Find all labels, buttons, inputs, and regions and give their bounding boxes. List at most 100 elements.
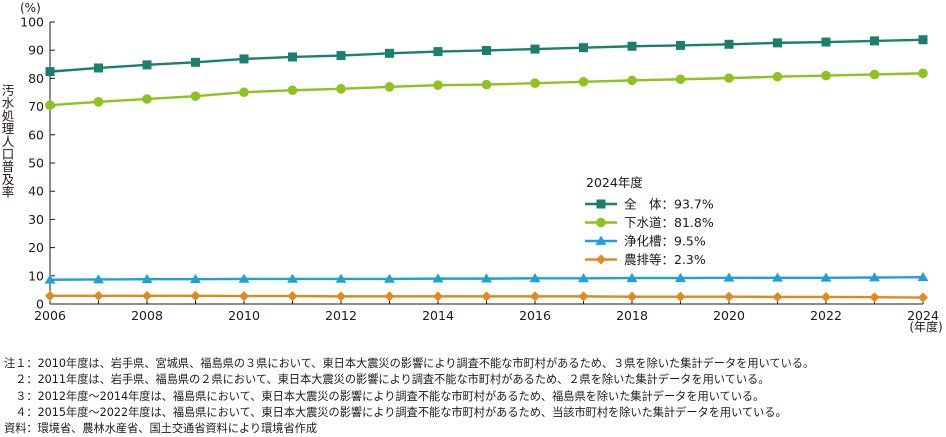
data-point: [287, 85, 298, 96]
series-diamond: [45, 290, 928, 303]
y-tick-label: 0: [36, 297, 44, 312]
data-point: [772, 272, 783, 282]
data-point: [336, 291, 346, 302]
data-point: [142, 290, 152, 301]
data-point: [432, 273, 444, 283]
series-square: [45, 35, 928, 77]
y-tick-label: 60: [28, 127, 44, 142]
x-tick-label: 2022: [810, 308, 842, 323]
x-tick-label: 2010: [228, 308, 260, 323]
data-point: [918, 35, 928, 45]
footnotes: 注１：2010年度は、岩手県、宮城県、福島県の３県において、東日本大震災の影響に…: [4, 356, 944, 437]
data-point: [723, 272, 735, 282]
data-point: [772, 71, 783, 82]
x-tick-label: 2020: [713, 308, 745, 323]
data-point: [773, 38, 782, 48]
data-point: [335, 273, 347, 283]
data-point: [191, 57, 200, 67]
data-point: [45, 100, 55, 110]
legend-item: 農排等：2.3%: [585, 252, 706, 267]
data-point: [627, 291, 637, 302]
footnote-1: 注１：2010年度は、岩手県、宮城県、福島県の３県において、東日本大震災の影響に…: [4, 357, 815, 370]
data-point: [93, 97, 104, 107]
data-point: [675, 291, 686, 302]
y-axis: 0 10 20 30 40 50 60 70 80 90 100: [20, 15, 55, 312]
y-tick-label: 70: [28, 99, 44, 114]
legend: 2024年度 全 体：93.7% 下水道：81.8% 浄化槽：9.5% 農排等：2.3…: [585, 175, 714, 267]
series-line: [49, 38, 924, 73]
data-point: [578, 291, 589, 302]
data-point: [336, 84, 346, 94]
data-point: [336, 51, 346, 61]
data-point: [190, 91, 201, 101]
data-point: [869, 292, 880, 303]
series-circle: [45, 68, 928, 110]
data-point: [45, 67, 55, 77]
data-point: [579, 43, 588, 53]
y-tick-label: 20: [28, 240, 44, 255]
data-point: [627, 75, 637, 86]
data-point: [481, 291, 492, 302]
y-axis-title: 汚水処理人口普及率: [2, 83, 15, 200]
y-axis-label: 汚水処理人口普及率: [2, 83, 15, 200]
legend-title: 2024年度: [586, 175, 643, 190]
data-point: [239, 87, 249, 98]
data-point: [772, 291, 783, 302]
data-point: [820, 272, 832, 282]
data-point: [239, 54, 249, 64]
footnote-4: ４：2015年度～2022年度は、福島県において、東日本大震災の影響により調査不…: [4, 405, 787, 419]
data-point: [724, 73, 734, 83]
y-tick-label: 90: [28, 43, 44, 58]
y-tick-label: 30: [28, 212, 44, 227]
x-tick-label: 2014: [422, 308, 454, 323]
data-point: [870, 36, 879, 46]
data-point: [433, 80, 443, 90]
data-point: [530, 44, 540, 54]
data-point: [433, 291, 443, 302]
data-point: [238, 273, 250, 283]
data-point: [93, 290, 104, 301]
data-point: [94, 63, 103, 73]
x-tick-label: 2024: [907, 308, 939, 323]
legend-label: 浄化槽：9.5%: [624, 234, 706, 249]
legend-item: 全 体：93.7%: [585, 197, 714, 212]
data-point: [45, 290, 55, 301]
x-axis: 2006 2008 2010 2012 2014 2016 2018 2020 2022 2024: [34, 300, 939, 323]
series-triangle: [44, 272, 929, 284]
data-point: [287, 273, 298, 283]
data-point: [676, 40, 685, 50]
data-point: [724, 291, 734, 302]
source-note: 資料：環境省、農林水産省、国土交通省資料により環境省作成: [4, 422, 318, 436]
data-point: [869, 69, 880, 80]
legend-label: 下水道：81.8%: [624, 215, 714, 230]
data-point: [384, 291, 395, 302]
series-group: [44, 35, 929, 303]
data-point: [578, 76, 589, 87]
data-point: [917, 272, 929, 282]
data-point: [190, 290, 201, 301]
x-tick-label: 2008: [131, 308, 163, 323]
data-point: [595, 235, 607, 245]
data-point: [482, 45, 491, 55]
data-point: [724, 39, 734, 49]
data-point: [918, 292, 928, 303]
y-unit-label: (%): [20, 1, 41, 15]
data-point: [530, 78, 540, 88]
data-point: [142, 60, 152, 70]
data-point: [529, 273, 541, 283]
data-point: [869, 272, 880, 282]
data-point: [384, 273, 395, 283]
legend-item: 下水道：81.8%: [585, 215, 714, 230]
data-point: [578, 273, 589, 283]
data-point: [239, 291, 249, 302]
data-point: [288, 52, 297, 62]
data-point: [287, 291, 298, 302]
data-point: [433, 47, 443, 57]
data-point: [821, 70, 831, 81]
y-tick-label: 10: [28, 268, 44, 283]
data-point: [821, 37, 831, 47]
data-point: [596, 217, 606, 228]
data-point: [481, 79, 492, 90]
data-point: [626, 272, 638, 282]
